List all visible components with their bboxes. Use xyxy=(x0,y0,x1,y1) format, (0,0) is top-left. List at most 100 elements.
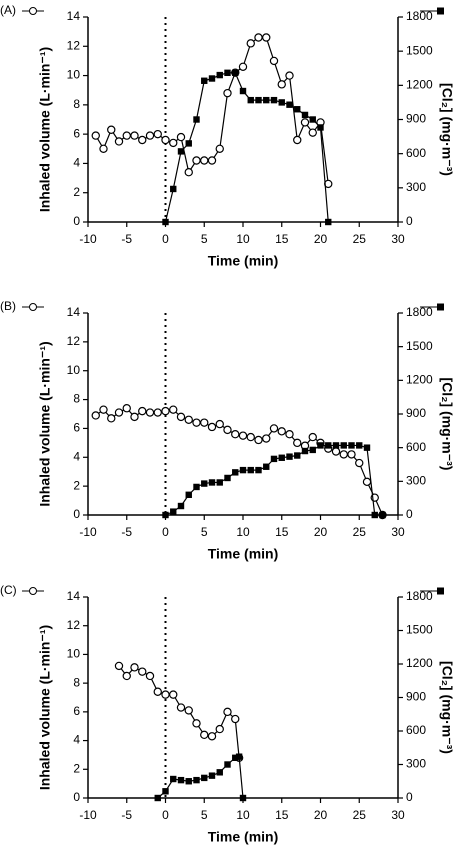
point xyxy=(339,450,348,459)
point xyxy=(176,412,186,422)
point xyxy=(355,458,364,468)
point xyxy=(192,156,201,165)
point xyxy=(200,418,209,427)
point xyxy=(216,71,223,79)
point xyxy=(208,772,216,779)
point xyxy=(232,69,239,77)
point xyxy=(184,168,193,177)
x-tick-label: 25 xyxy=(353,808,367,822)
point xyxy=(114,408,124,417)
point xyxy=(277,427,286,436)
x-axis-label: Time (min) xyxy=(208,829,279,845)
point xyxy=(239,794,247,802)
point xyxy=(130,412,139,422)
point xyxy=(114,661,124,671)
point xyxy=(269,56,279,66)
y-tick-label: 4 xyxy=(73,449,80,463)
y2-axis-label: [Cl₂] (mg·m⁻³) xyxy=(439,661,455,754)
point xyxy=(215,724,224,734)
series-line xyxy=(95,407,384,516)
x-tick-label: 5 xyxy=(201,232,208,246)
point xyxy=(122,404,131,413)
point xyxy=(285,430,294,439)
y-tick-label: 6 xyxy=(73,421,80,435)
point xyxy=(371,511,378,519)
y-tick-label: 6 xyxy=(73,126,80,140)
point xyxy=(138,406,147,416)
y2-tick-label: 600 xyxy=(406,146,426,160)
legend-icon xyxy=(437,303,444,311)
y-tick-label: 14 xyxy=(67,305,81,319)
point xyxy=(91,131,100,140)
point xyxy=(255,96,262,104)
point xyxy=(254,33,263,42)
point xyxy=(224,69,231,77)
y-tick-label: 0 xyxy=(73,507,80,521)
point xyxy=(169,405,178,414)
y2-tick-label: 1800 xyxy=(406,589,433,603)
y-tick-label: 8 xyxy=(73,97,80,111)
point xyxy=(331,447,341,456)
legend-icon xyxy=(29,7,37,15)
point xyxy=(239,87,247,95)
x-tick-label: 10 xyxy=(236,232,250,246)
point xyxy=(122,671,131,681)
point xyxy=(184,415,193,424)
point xyxy=(224,474,231,482)
point xyxy=(145,131,155,140)
x-tick-label: 25 xyxy=(353,525,367,539)
point xyxy=(325,218,332,226)
y-tick-label: 8 xyxy=(73,675,80,689)
series-line xyxy=(118,665,240,758)
point xyxy=(247,96,254,104)
panel-label: (A) xyxy=(0,3,16,17)
point xyxy=(192,719,201,728)
point xyxy=(340,442,347,449)
point xyxy=(239,466,247,474)
y-tick-label: 2 xyxy=(73,185,80,199)
point xyxy=(309,116,316,123)
point xyxy=(362,477,372,487)
y2-tick-label: 1200 xyxy=(406,78,433,92)
point xyxy=(207,156,217,165)
y2-tick-label: 300 xyxy=(406,180,426,194)
y-tick-label: 10 xyxy=(67,68,81,82)
point xyxy=(200,156,209,165)
x-tick-label: 15 xyxy=(275,232,289,246)
x-tick-label: 25 xyxy=(353,232,367,246)
point xyxy=(269,424,279,433)
x-tick-label: -5 xyxy=(121,525,132,539)
x-tick-label: 5 xyxy=(201,525,208,539)
legend-icon xyxy=(437,587,444,595)
point xyxy=(107,125,116,134)
point xyxy=(162,218,169,226)
y2-tick-label: 1800 xyxy=(406,305,433,319)
point xyxy=(277,80,286,89)
y2-tick-label: 1800 xyxy=(406,9,433,23)
point xyxy=(153,687,162,696)
x-tick-label: -5 xyxy=(121,808,132,822)
x-tick-label: 10 xyxy=(236,808,250,822)
point xyxy=(301,447,309,455)
y-tick-label: 12 xyxy=(67,618,81,632)
y-tick-label: 12 xyxy=(67,38,81,52)
point xyxy=(235,753,243,760)
point xyxy=(215,144,224,153)
point xyxy=(293,135,302,145)
point xyxy=(99,144,108,153)
point xyxy=(278,99,285,106)
point xyxy=(247,466,254,474)
point xyxy=(107,414,116,423)
y2-tick-label: 1200 xyxy=(406,373,433,387)
point xyxy=(238,431,248,440)
x-tick-label: -10 xyxy=(79,525,97,539)
point xyxy=(138,667,147,676)
y-axis-label: Inhaled volume (L·min⁻¹) xyxy=(37,47,53,212)
point xyxy=(200,730,209,740)
x-tick-label: -5 xyxy=(121,232,132,246)
point xyxy=(356,442,363,449)
point xyxy=(208,75,216,82)
x-tick-label: 5 xyxy=(201,808,208,822)
x-tick-label: 10 xyxy=(236,525,250,539)
point xyxy=(262,33,271,42)
